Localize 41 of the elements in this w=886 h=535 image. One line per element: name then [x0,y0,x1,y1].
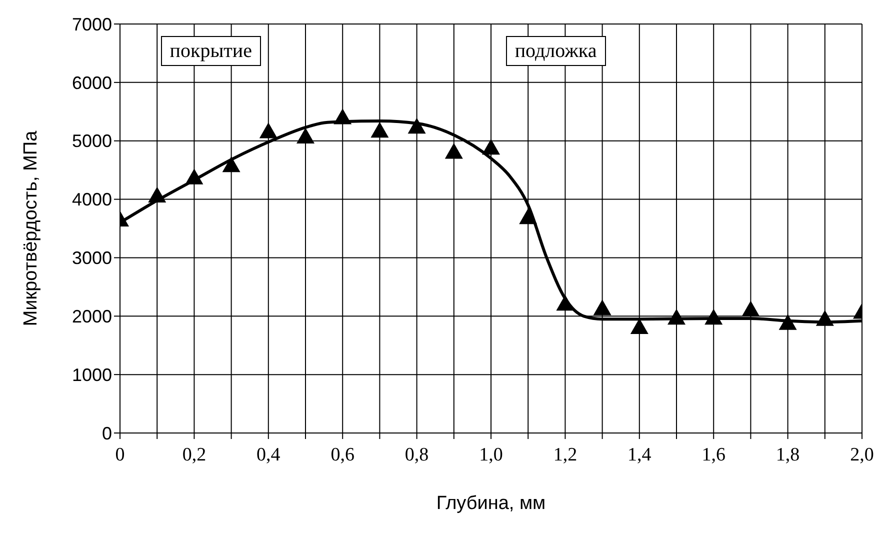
point [556,294,574,311]
point [334,108,352,124]
y-tick-label: 7000 [72,14,112,34]
point [222,156,240,172]
x-tick-label: 0,4 [256,444,281,466]
point [296,128,314,144]
y-tick-label: 1000 [72,364,112,385]
y-tick-label: 0 [102,423,112,444]
point [148,186,166,203]
x-axis-title: Глубина, мм [436,493,546,514]
point [259,122,278,138]
x-tick-label: 1,8 [776,444,800,466]
y-tick-label: 5000 [72,131,112,152]
y-tick-label: 2000 [72,306,112,327]
x-tick-label: 1,4 [628,444,652,466]
y-axis-title: Микротвёрдость, МПа [20,130,42,326]
x-tick-label: 2,0 [850,444,874,466]
x-tick-label: 0,8 [404,444,429,466]
x-tick-label: 1,6 [702,444,726,466]
point [593,300,612,316]
point [444,142,463,159]
point [704,308,723,325]
point [778,314,797,330]
annotation: подложка [506,36,606,66]
annotation: покрытие [160,36,261,66]
point [816,310,834,326]
y-tick-label: 4000 [72,190,112,210]
x-tick-label: 1,2 [553,444,578,466]
y-tick-label: 3000 [72,248,112,268]
x-tick-label: 0,6 [330,444,354,466]
y-tick-label: 6000 [72,72,112,93]
x-tick-label: 0 [115,444,125,466]
point [742,300,760,316]
point [408,118,426,134]
point [519,208,538,224]
point [668,308,686,325]
x-tick-label: 1,0 [479,444,503,466]
x-tick-label: 0,2 [182,444,206,466]
point [185,168,204,184]
point [482,138,500,155]
point [370,122,389,138]
